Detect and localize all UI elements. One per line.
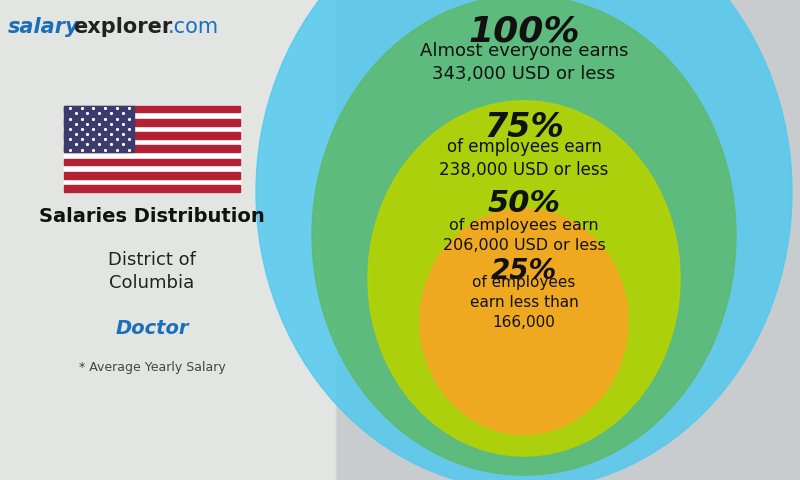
Text: * Average Yearly Salary: * Average Yearly Salary xyxy=(78,360,226,374)
Bar xyxy=(64,159,240,166)
Text: Almost everyone earns
343,000 USD or less: Almost everyone earns 343,000 USD or les… xyxy=(420,42,628,83)
Bar xyxy=(64,132,240,139)
Ellipse shape xyxy=(368,101,680,456)
Bar xyxy=(64,106,240,112)
Bar xyxy=(64,185,240,192)
Bar xyxy=(64,106,240,192)
Text: 50%: 50% xyxy=(487,190,561,218)
Ellipse shape xyxy=(420,209,628,434)
Text: .com: .com xyxy=(168,17,219,37)
Text: District of
Columbia: District of Columbia xyxy=(108,251,196,292)
Bar xyxy=(336,0,800,480)
Text: 75%: 75% xyxy=(484,111,564,144)
Bar xyxy=(64,106,134,152)
Text: explorer: explorer xyxy=(74,17,173,37)
Bar xyxy=(64,145,240,152)
Bar xyxy=(64,172,240,179)
Text: 100%: 100% xyxy=(468,14,580,48)
Text: 25%: 25% xyxy=(491,257,557,285)
Text: of employees earn
238,000 USD or less: of employees earn 238,000 USD or less xyxy=(439,138,609,179)
Text: of employees
earn less than
166,000: of employees earn less than 166,000 xyxy=(470,275,578,330)
Text: salary: salary xyxy=(8,17,80,37)
Text: Salaries Distribution: Salaries Distribution xyxy=(39,206,265,226)
Bar xyxy=(0,0,336,480)
Text: Doctor: Doctor xyxy=(115,319,189,338)
Bar xyxy=(64,119,240,126)
Ellipse shape xyxy=(256,0,792,480)
Ellipse shape xyxy=(312,0,736,475)
Text: of employees earn
206,000 USD or less: of employees earn 206,000 USD or less xyxy=(442,218,606,252)
